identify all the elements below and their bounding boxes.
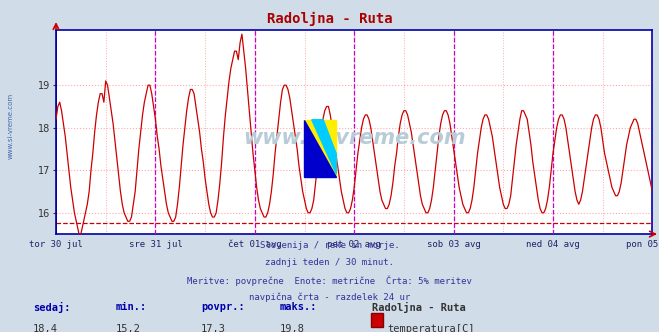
Text: 17,3: 17,3 [201, 324, 226, 332]
Text: 19,8: 19,8 [280, 324, 305, 332]
Text: Meritve: povprečne  Enote: metrične  Črta: 5% meritev: Meritve: povprečne Enote: metrične Črta:… [187, 275, 472, 286]
Text: sedaj:: sedaj: [33, 302, 71, 313]
Text: www.si-vreme.com: www.si-vreme.com [243, 128, 465, 148]
Polygon shape [304, 120, 336, 177]
Text: www.si-vreme.com: www.si-vreme.com [8, 93, 14, 159]
Polygon shape [304, 120, 336, 177]
Text: 18,4: 18,4 [33, 324, 58, 332]
Text: 15,2: 15,2 [115, 324, 140, 332]
Text: povpr.:: povpr.: [201, 302, 244, 312]
Text: min.:: min.: [115, 302, 146, 312]
Text: Radoljna - Ruta: Radoljna - Ruta [267, 12, 392, 26]
Text: maks.:: maks.: [280, 302, 318, 312]
Text: Slovenija / reke in morje.: Slovenija / reke in morje. [260, 241, 399, 250]
Polygon shape [312, 120, 336, 174]
Text: Radoljna - Ruta: Radoljna - Ruta [372, 302, 466, 313]
Text: zadnji teden / 30 minut.: zadnji teden / 30 minut. [265, 258, 394, 267]
Text: temperatura[C]: temperatura[C] [387, 324, 475, 332]
Text: navpična črta - razdelek 24 ur: navpična črta - razdelek 24 ur [249, 292, 410, 302]
